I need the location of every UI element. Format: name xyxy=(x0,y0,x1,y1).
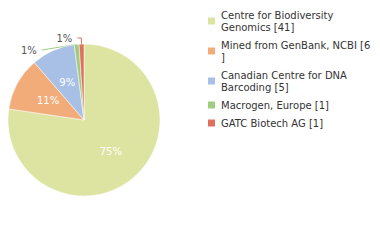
svg-text:1%: 1% xyxy=(21,45,37,56)
svg-text:Macrogen, Europe [1]: Macrogen, Europe [1] xyxy=(221,100,329,111)
svg-text:Barcoding [5]: Barcoding [5] xyxy=(221,82,289,93)
svg-text:Genomics [41]: Genomics [41] xyxy=(221,22,294,33)
svg-text:GATC Biotech AG [1]: GATC Biotech AG [1] xyxy=(221,118,323,129)
svg-text:Canadian Centre for DNA: Canadian Centre for DNA xyxy=(221,70,350,81)
svg-text:Centre for Biodiversity: Centre for Biodiversity xyxy=(221,10,337,21)
svg-text:9%: 9% xyxy=(59,77,75,88)
svg-text:1%: 1% xyxy=(56,33,72,44)
svg-text:Mined from GenBank, NCBI [6: Mined from GenBank, NCBI [6 xyxy=(221,40,370,51)
svg-text:]: ] xyxy=(221,52,225,63)
svg-text:75%: 75% xyxy=(100,146,122,157)
svg-text:11%: 11% xyxy=(37,95,59,106)
